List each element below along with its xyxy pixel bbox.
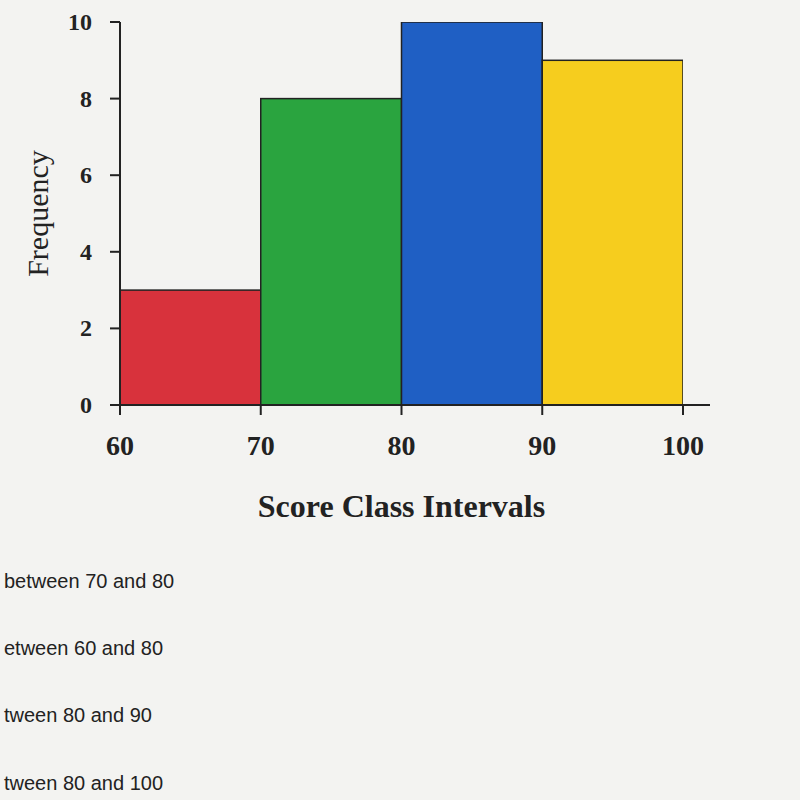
y-tick-label: 2 xyxy=(80,315,92,341)
annotation: tween 80 and 90 xyxy=(4,704,152,726)
x-tick xyxy=(541,405,543,415)
x-tick-label: 80 xyxy=(388,430,416,461)
page: 0 2 4 6 8 10 60 70 80 90 100 Score Class Intervals F… xyxy=(0,0,800,800)
y-axis-label: Frequency xyxy=(21,150,54,277)
y-tick xyxy=(110,327,120,329)
x-tick xyxy=(401,405,403,415)
y-tick-label: 4 xyxy=(80,239,92,265)
x-tick-label: 90 xyxy=(528,430,556,461)
bars xyxy=(120,22,683,405)
y-tick-label: 6 xyxy=(80,162,92,188)
histogram-bar xyxy=(542,60,683,405)
y-tick xyxy=(110,251,120,253)
y-axis-line xyxy=(119,22,121,405)
annotation: tween 80 and 100 xyxy=(4,772,163,794)
y-tick xyxy=(110,98,120,100)
histogram-bar xyxy=(402,22,543,405)
x-tick-label: 70 xyxy=(247,430,275,461)
y-tick xyxy=(110,174,120,176)
histogram-bar xyxy=(261,99,402,405)
y-tick-label: 8 xyxy=(80,86,92,112)
x-axis-line xyxy=(120,404,710,406)
y-tick xyxy=(110,404,120,406)
chart: 0 2 4 6 8 10 60 70 80 90 100 Score Class Intervals F… xyxy=(0,0,800,800)
annotation: between 70 and 80 xyxy=(4,570,174,592)
y-tick xyxy=(110,21,120,23)
histogram-bar xyxy=(120,290,261,405)
x-tick xyxy=(260,405,262,415)
y-tick-label: 0 xyxy=(80,392,92,418)
x-tick xyxy=(119,405,121,415)
x-tick xyxy=(682,405,684,415)
x-axis-label: Score Class Intervals xyxy=(258,488,545,524)
x-tick-label: 60 xyxy=(106,430,134,461)
x-tick-label: 100 xyxy=(662,430,704,461)
y-tick-label: 10 xyxy=(68,9,92,35)
annotation: etween 60 and 80 xyxy=(4,637,163,659)
